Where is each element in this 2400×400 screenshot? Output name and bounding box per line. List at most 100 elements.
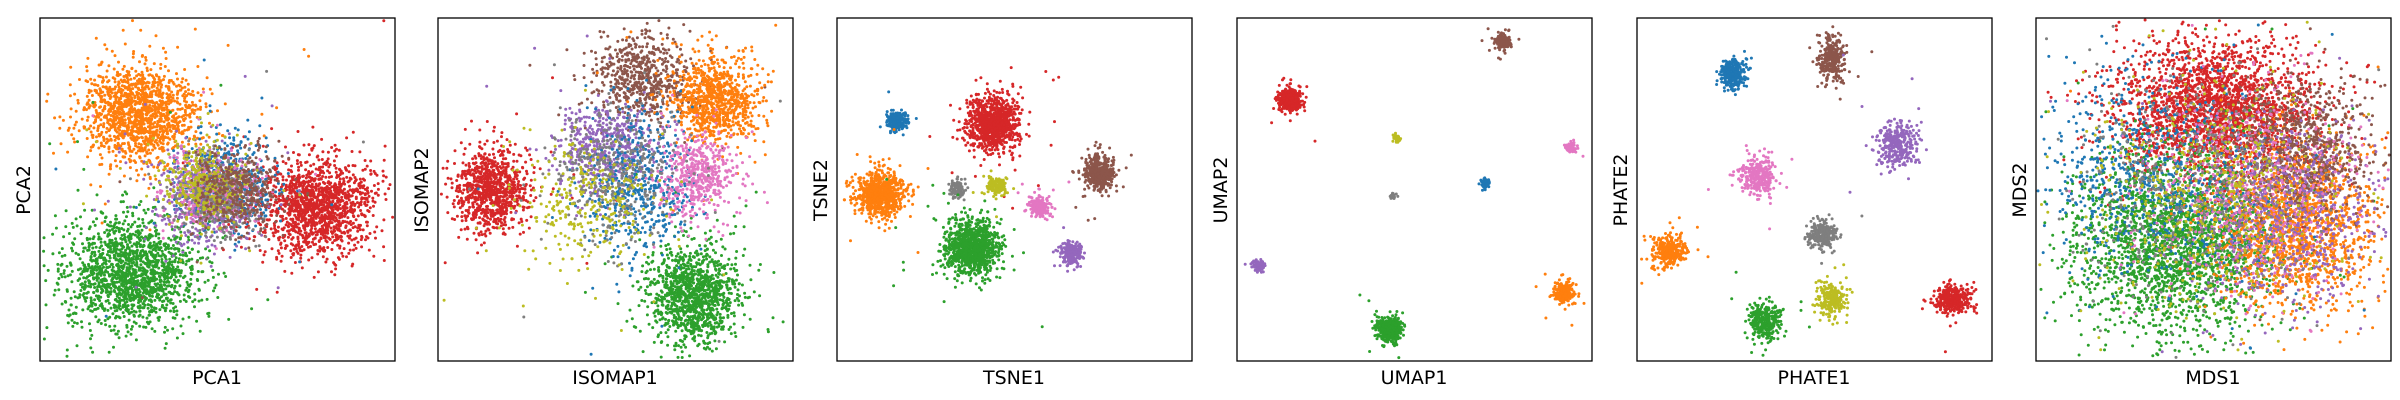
scatter-point	[306, 184, 310, 188]
scatter-point	[97, 249, 101, 253]
scatter-point	[157, 274, 161, 278]
scatter-point	[81, 242, 84, 246]
scatter-point	[206, 278, 210, 282]
scatter-point	[176, 45, 180, 49]
scatter-point	[94, 294, 98, 298]
scatter-point	[260, 184, 264, 188]
scatter-point	[279, 187, 283, 191]
scatter-point	[127, 246, 131, 250]
scatter-point	[126, 210, 130, 214]
scatter-point	[191, 89, 195, 93]
scatter-point	[269, 213, 273, 217]
scatter-point	[331, 241, 335, 245]
scatter-point	[292, 151, 295, 154]
scatter-point	[60, 254, 64, 258]
scatter-point	[155, 86, 159, 90]
scatter-point	[371, 214, 375, 217]
scatter-point	[207, 314, 211, 318]
scatter-point	[193, 305, 196, 309]
scatter-point	[204, 247, 208, 251]
scatter-point	[183, 253, 187, 257]
scatter-point	[145, 269, 149, 273]
scatter-point	[129, 154, 133, 158]
scatter-point	[91, 220, 95, 224]
scatter-point	[95, 111, 99, 115]
scatter-point	[87, 91, 91, 95]
scatter-point	[72, 137, 76, 141]
scatter-point	[216, 296, 220, 299]
scatter-point	[207, 311, 211, 315]
scatter-point	[125, 323, 129, 327]
scatter-point	[156, 251, 160, 255]
scatter-point	[148, 106, 152, 110]
scatter-point	[71, 324, 75, 328]
scatter-point	[305, 221, 309, 225]
scatter-point	[122, 298, 126, 302]
scatter-point	[129, 327, 133, 331]
scatter-point	[73, 140, 77, 144]
scatter-point	[292, 189, 296, 193]
scatter-point	[170, 283, 174, 287]
scatter-point	[87, 98, 91, 102]
scatter-point	[126, 291, 130, 295]
scatter-point	[375, 225, 379, 229]
scatter-point	[143, 303, 147, 307]
scatter-point	[314, 216, 318, 220]
scatter-point	[211, 268, 215, 272]
scatter-point	[147, 186, 151, 190]
scatter-point	[158, 147, 162, 151]
scatter-point	[324, 200, 328, 204]
scatter-point	[129, 136, 133, 140]
scatter-point	[320, 190, 324, 193]
scatter-point	[164, 84, 168, 88]
scatter-point	[198, 137, 202, 141]
scatter-point	[263, 214, 267, 218]
scatter-point	[327, 198, 331, 202]
scatter-point	[116, 270, 120, 274]
scatter-point	[310, 148, 314, 152]
scatter-point	[360, 212, 364, 216]
scatter-point	[139, 143, 143, 147]
scatter-point	[279, 259, 283, 263]
scatter-point	[142, 177, 146, 181]
scatter-point	[182, 114, 186, 118]
scatter-point	[155, 122, 159, 126]
scatter-point	[163, 135, 167, 139]
scatter-point	[162, 78, 165, 82]
scatter-point	[264, 150, 268, 154]
scatter-point	[269, 227, 273, 231]
scatter-point	[327, 224, 331, 228]
scatter-point	[289, 256, 293, 259]
scatter-point	[125, 269, 129, 273]
scatter-point	[186, 283, 190, 287]
scatter-point	[308, 172, 312, 176]
scatter-point	[328, 191, 332, 195]
scatter-point	[148, 177, 152, 181]
scatter-point	[169, 129, 173, 133]
scatter-point	[314, 242, 318, 246]
scatter-point	[87, 262, 90, 266]
scatter-point	[275, 167, 279, 170]
scatter-point	[92, 126, 96, 130]
scatter-point	[103, 240, 107, 244]
scatter-point	[279, 246, 283, 250]
scatter-point	[326, 157, 330, 161]
scatter-point	[348, 248, 352, 252]
scatter-point	[150, 278, 154, 282]
scatter-point	[150, 327, 154, 331]
scatter-point	[69, 107, 73, 111]
scatter-point	[120, 227, 124, 230]
scatter-point	[122, 110, 125, 114]
scatter-point	[267, 218, 271, 222]
scatter-point	[96, 129, 100, 133]
scatter-point	[307, 258, 311, 262]
scatter-point	[85, 118, 89, 122]
scatter-point	[106, 250, 110, 254]
scatter-point	[171, 119, 175, 123]
scatter-point	[138, 239, 142, 242]
scatter-point	[232, 136, 236, 140]
scatter-point	[99, 118, 103, 122]
scatter-point	[352, 181, 356, 185]
scatter-point	[93, 308, 97, 311]
scatter-point	[284, 145, 287, 149]
